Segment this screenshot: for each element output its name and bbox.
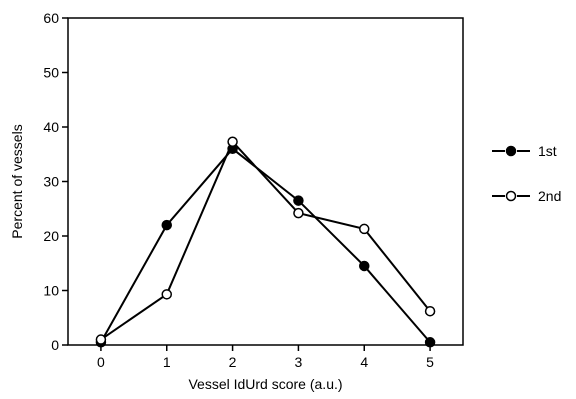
data-point-1st-4 bbox=[359, 260, 370, 272]
y-tick-label-5: 50 bbox=[43, 65, 59, 81]
x-tick-label-2: 2 bbox=[229, 354, 237, 370]
x-axis-title: Vessel IdUrd score (a.u.) bbox=[188, 376, 342, 392]
legend: 1st 2nd bbox=[492, 143, 561, 204]
x-tick-label-1: 1 bbox=[163, 354, 171, 370]
data-point-1st-1 bbox=[161, 219, 172, 231]
legend-label-1st: 1st bbox=[538, 143, 557, 159]
data-point-2nd-3 bbox=[293, 207, 304, 219]
series-line-1st bbox=[100, 147, 431, 343]
y-tick-label-6: 60 bbox=[43, 10, 59, 26]
plot-area bbox=[95, 136, 436, 348]
data-point-2nd-2 bbox=[227, 136, 238, 147]
legend-marker-1st bbox=[505, 145, 517, 157]
data-point-2nd-5 bbox=[424, 305, 436, 317]
y-tick-label-0: 0 bbox=[51, 337, 59, 353]
data-point-2nd-0 bbox=[95, 334, 107, 345]
x-tick-label-0: 0 bbox=[97, 354, 105, 370]
data-point-2nd-1 bbox=[161, 289, 172, 300]
y-tick-label-1: 10 bbox=[43, 283, 59, 299]
data-point-2nd-4 bbox=[359, 223, 370, 235]
x-tick-label-5: 5 bbox=[426, 354, 434, 370]
y-axis-title: Percent of vessels bbox=[9, 124, 25, 238]
data-point-1st-3 bbox=[293, 195, 304, 206]
x-tick-label-4: 4 bbox=[360, 354, 368, 370]
axes: Vessel IdUrd score (a.u.) Percent of ves… bbox=[9, 10, 464, 392]
y-tick-label-2: 20 bbox=[43, 228, 59, 244]
legend-marker-2nd bbox=[505, 190, 517, 202]
y-tick-label-4: 40 bbox=[43, 119, 59, 135]
y-tick-label-3: 30 bbox=[43, 174, 59, 190]
series-line-2nd bbox=[100, 139, 431, 341]
x-tick-label-3: 3 bbox=[295, 354, 303, 370]
legend-label-2nd: 2nd bbox=[538, 188, 561, 204]
